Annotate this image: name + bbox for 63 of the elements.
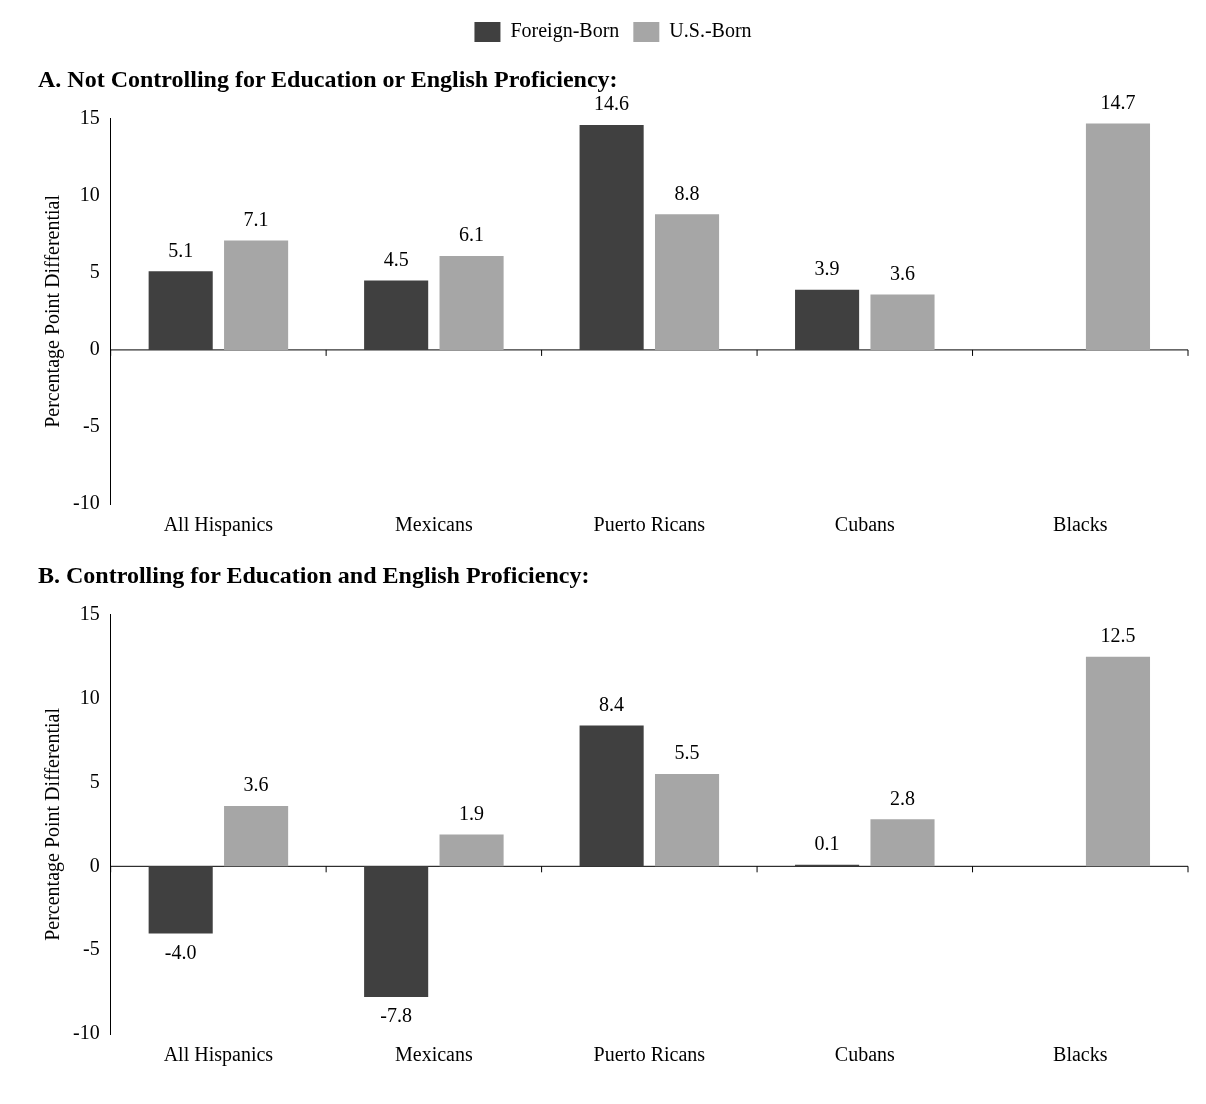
y-tick-label: -10 [72,1021,100,1044]
data-label: 2.8 [890,786,915,809]
bar [364,280,429,350]
y-tick-label: -10 [72,491,100,514]
bar [224,240,289,350]
chart-title: B. Controlling for Education and English Proficiency: [38,561,590,588]
data-label: 3.6 [243,773,269,796]
y-axis-title: Percentage Point Differential [41,707,65,941]
bar [654,774,720,867]
data-label: 7.1 [243,207,269,230]
bar [795,289,860,350]
data-label: 3.9 [814,257,840,280]
y-tick-label: 5 [89,260,100,283]
data-label: 4.5 [383,247,409,270]
bar [439,834,504,867]
x-tick-label: Cubans [834,513,896,536]
x-tick-label: Cubans [834,1043,896,1066]
data-label: -4.0 [164,940,197,963]
y-tick-label: 10 [79,685,100,708]
y-tick-label: 0 [89,853,100,876]
bar [439,255,504,350]
bar [148,866,213,934]
x-tick-label: Blacks [1053,513,1108,536]
y-tick-label: 5 [89,769,100,792]
y-tick-label: -5 [82,414,100,437]
x-tick-label: All Hispanics [163,1043,274,1067]
x-tick-label: Puerto Ricans [593,513,706,536]
y-axis-title: Percentage Point Differential [41,194,65,428]
x-tick-label: Blacks [1053,1043,1108,1066]
bar [870,819,935,867]
data-label: 12.5 [1100,623,1136,646]
data-label: 14.6 [594,92,630,115]
bar [654,214,720,350]
legend-label: U.S.-Born [669,19,752,42]
x-tick-label: All Hispanics [163,513,274,537]
legend-label: Foreign-Born [510,19,620,43]
data-label: 0.1 [814,831,840,854]
bar [1085,123,1151,350]
data-label: 1.9 [459,801,485,824]
data-label: 8.8 [674,181,700,204]
y-tick-label: -5 [82,937,100,960]
data-label: 6.1 [459,223,485,246]
bar [224,805,289,867]
data-label: 8.4 [599,692,625,715]
data-label: 5.1 [168,238,194,261]
bar [579,124,644,350]
data-label: 3.6 [890,261,915,284]
y-tick-label: 0 [89,337,100,360]
y-tick-label: 15 [79,106,100,129]
bar [364,866,429,998]
x-tick-label: Mexicans [394,513,473,536]
bar [1085,656,1151,867]
chart-title: A. Not Controlling for Education or English Proficiency: [38,65,618,92]
x-tick-label: Mexicans [394,1043,473,1066]
y-tick-label: 15 [79,602,100,625]
y-tick-label: 10 [79,183,100,206]
bar [870,294,935,350]
data-label: -7.8 [380,1004,412,1027]
bar [579,725,644,867]
data-label: 5.5 [674,741,700,764]
bar [148,271,213,350]
x-tick-label: Puerto Ricans [593,1043,706,1066]
data-label: 14.7 [1100,90,1136,113]
